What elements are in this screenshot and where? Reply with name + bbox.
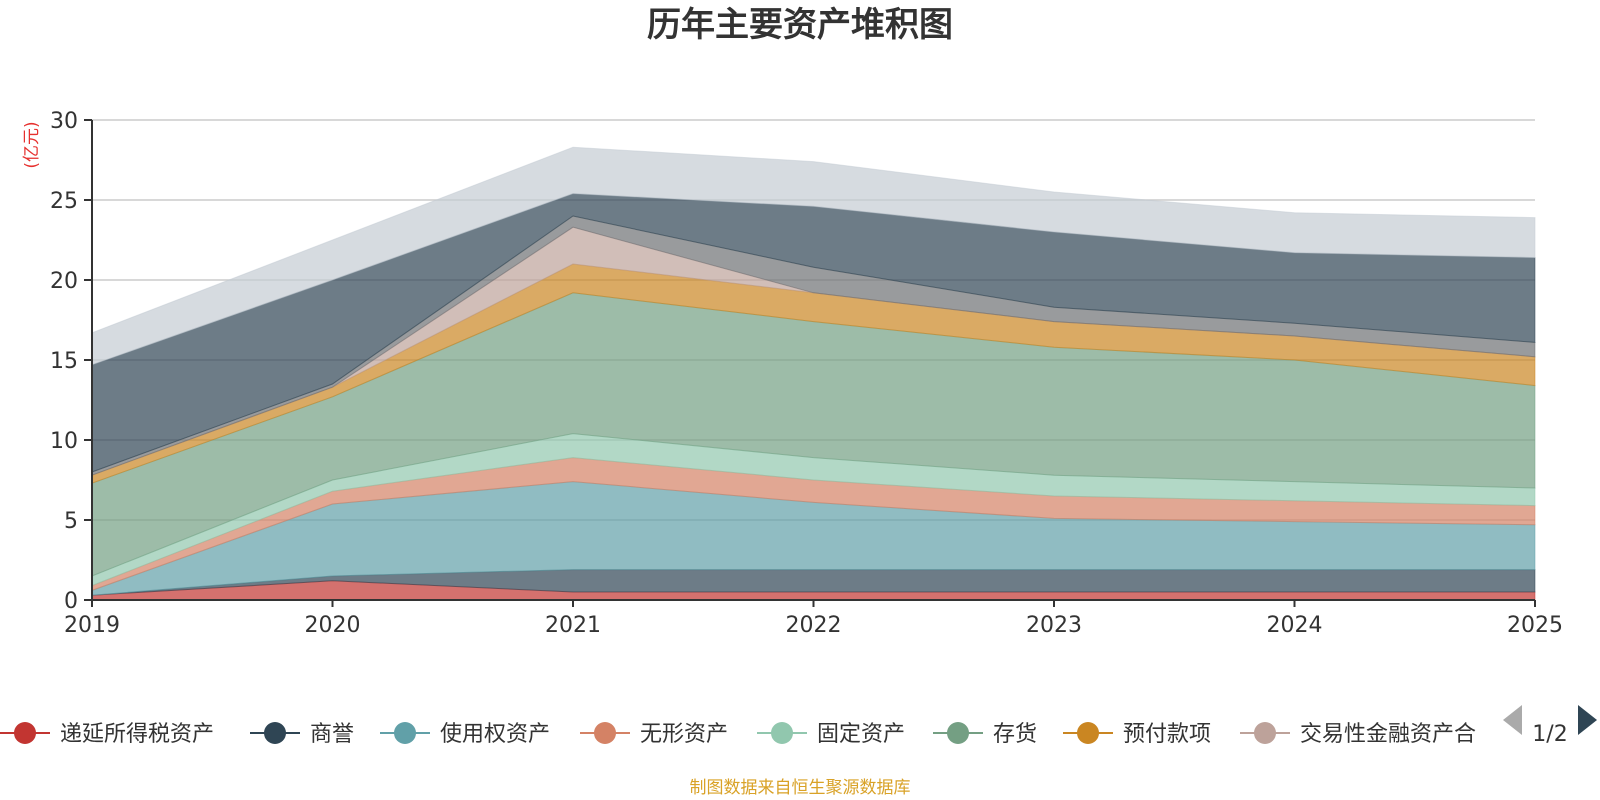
- legend: 递延所得税资产 商誉 使用权资产 无形资产 固定资产 存货 预付款项 交易性金融资产合: [0, 722, 1476, 747]
- legend-label: 使用权资产: [440, 722, 550, 747]
- y-tick-label: 20: [50, 269, 78, 294]
- legend-page-indicator: 1/2: [1532, 722, 1567, 747]
- y-axis-ticks: 0 5 10 15 20 25 30: [50, 109, 92, 614]
- y-tick-label: 15: [50, 349, 78, 374]
- legend-item[interactable]: 递延所得税资产: [0, 722, 214, 747]
- x-tick-label: 2023: [1026, 613, 1082, 638]
- legend-marker: [771, 722, 793, 744]
- y-axis-unit: (亿元): [22, 121, 42, 168]
- legend-marker: [14, 722, 36, 744]
- legend-label: 存货: [993, 722, 1037, 747]
- x-tick-label: 2022: [786, 613, 842, 638]
- x-tick-label: 2019: [64, 613, 120, 638]
- legend-item[interactable]: 无形资产: [580, 722, 728, 747]
- legend-prev-icon[interactable]: [1503, 705, 1522, 735]
- legend-next-icon[interactable]: [1578, 705, 1597, 735]
- legend-marker: [947, 722, 969, 744]
- legend-item[interactable]: 存货: [933, 722, 1037, 747]
- legend-marker: [594, 722, 616, 744]
- x-axis-ticks: 2019 2020 2021 2022 2023 2024 2025: [64, 600, 1563, 638]
- legend-label: 商誉: [310, 722, 354, 747]
- legend-item[interactable]: 使用权资产: [380, 722, 550, 747]
- legend-marker: [1254, 722, 1276, 744]
- legend-label: 固定资产: [817, 722, 905, 747]
- x-tick-label: 2025: [1507, 613, 1563, 638]
- legend-label: 交易性金融资产合: [1300, 722, 1476, 747]
- legend-label: 递延所得税资产: [60, 722, 214, 747]
- y-tick-label: 0: [64, 589, 78, 614]
- legend-item[interactable]: 预付款项: [1063, 722, 1211, 747]
- legend-label: 预付款项: [1123, 722, 1211, 747]
- area-series: [91, 146, 1536, 601]
- x-tick-label: 2024: [1267, 613, 1323, 638]
- chart-title: 历年主要资产堆积图: [647, 5, 953, 45]
- legend-marker: [264, 722, 286, 744]
- legend-pager: 1/2: [1503, 705, 1597, 747]
- x-tick-label: 2021: [545, 613, 601, 638]
- legend-item[interactable]: 交易性金融资产合: [1240, 722, 1476, 747]
- legend-marker: [394, 722, 416, 744]
- legend-marker: [1077, 722, 1099, 744]
- y-tick-label: 10: [50, 429, 78, 454]
- legend-label: 无形资产: [640, 722, 728, 747]
- y-tick-label: 5: [64, 509, 78, 534]
- source-note: 制图数据来自恒生聚源数据库: [690, 778, 911, 798]
- legend-item[interactable]: 商誉: [250, 722, 354, 747]
- x-tick-label: 2020: [305, 613, 361, 638]
- legend-item[interactable]: 固定资产: [757, 722, 905, 747]
- y-tick-label: 30: [50, 109, 78, 134]
- y-tick-label: 25: [50, 189, 78, 214]
- area-series-10: [91, 146, 1536, 366]
